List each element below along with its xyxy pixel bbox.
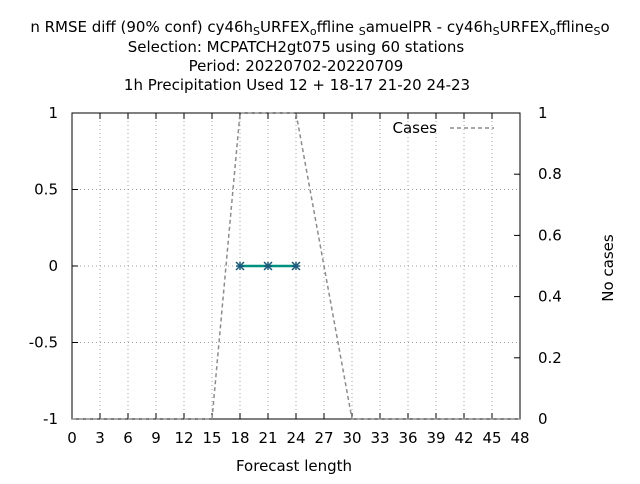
title-segment: amuelPR - cy46h	[366, 18, 493, 36]
title-subscript: S	[594, 25, 601, 38]
y2-tick-label: 1	[538, 104, 548, 122]
y-tick-label: 1	[48, 104, 58, 122]
y-tick-label: -1	[43, 410, 58, 428]
y-tick-label: -0.5	[29, 334, 58, 352]
y2-tick-label: 0.4	[538, 288, 562, 306]
title-segment: n RMSE diff (90% conf) cy46h	[30, 18, 253, 36]
x-tick-label: 36	[398, 429, 417, 447]
title-subscript: S	[493, 25, 500, 38]
x-tick-label: 39	[426, 429, 445, 447]
y2-tick-label: 0.2	[538, 349, 562, 367]
y2-axis-label: No cases	[599, 234, 617, 302]
x-tick-label: 15	[202, 429, 221, 447]
y2-tick-label: 0.6	[538, 226, 562, 244]
x-tick-label: 27	[314, 429, 333, 447]
x-tick-label: 18	[230, 429, 249, 447]
legend-label: Cases	[392, 119, 437, 137]
title-subscript: o	[549, 25, 556, 38]
axes: 0 3 6 9 12 15 18 21 24 27 30 33 36 39 42 45 48-1-0.500.5…	[29, 104, 562, 447]
x-tick-label: 3	[95, 429, 105, 447]
data-point	[235, 261, 245, 271]
series	[72, 112, 520, 420]
title-subscript: o	[310, 25, 317, 38]
x-tick-label: 0	[67, 429, 77, 447]
x-tick-label: 48	[510, 429, 529, 447]
x-tick-label: 42	[454, 429, 473, 447]
x-tick-label: 9	[151, 429, 161, 447]
x-tick-label: 24	[286, 429, 305, 447]
x-tick-label: 21	[258, 429, 277, 447]
title-segment: URFEX	[260, 18, 310, 36]
x-tick-label: 12	[174, 429, 193, 447]
title-line-2: Selection: MCPATCH2gt075 using 60 statio…	[128, 38, 465, 56]
title-segment: ffline	[317, 18, 359, 36]
x-axis-label: Forecast length	[236, 457, 352, 475]
chart-title: n RMSE diff (90% conf) cy46hSURFEXofflin…	[30, 18, 609, 94]
legend: Cases	[392, 119, 494, 137]
x-tick-label: 45	[482, 429, 501, 447]
y2-tick-label: 0	[538, 410, 548, 428]
title-line-1: n RMSE diff (90% conf) cy46hSURFEXofflin…	[30, 18, 609, 38]
data-point	[263, 261, 273, 271]
title-segment: ffline	[556, 18, 593, 36]
title-segment: URFEX	[500, 18, 550, 36]
data-point	[291, 261, 301, 271]
title-line-3: Period: 20220702-20220709	[189, 57, 404, 75]
x-tick-label: 30	[342, 429, 361, 447]
y-tick-label: 0.5	[34, 181, 58, 199]
x-tick-label: 33	[370, 429, 389, 447]
title-subscript: S	[253, 25, 260, 38]
title-segment: o	[600, 18, 609, 36]
x-tick-label: 6	[123, 429, 133, 447]
title-subscript: S	[359, 25, 366, 38]
y2-tick-label: 0.8	[538, 165, 562, 183]
y-tick-label: 0	[48, 257, 58, 275]
title-line-4: 1h Precipitation Used 12 + 18-17 21-20 2…	[124, 76, 470, 94]
